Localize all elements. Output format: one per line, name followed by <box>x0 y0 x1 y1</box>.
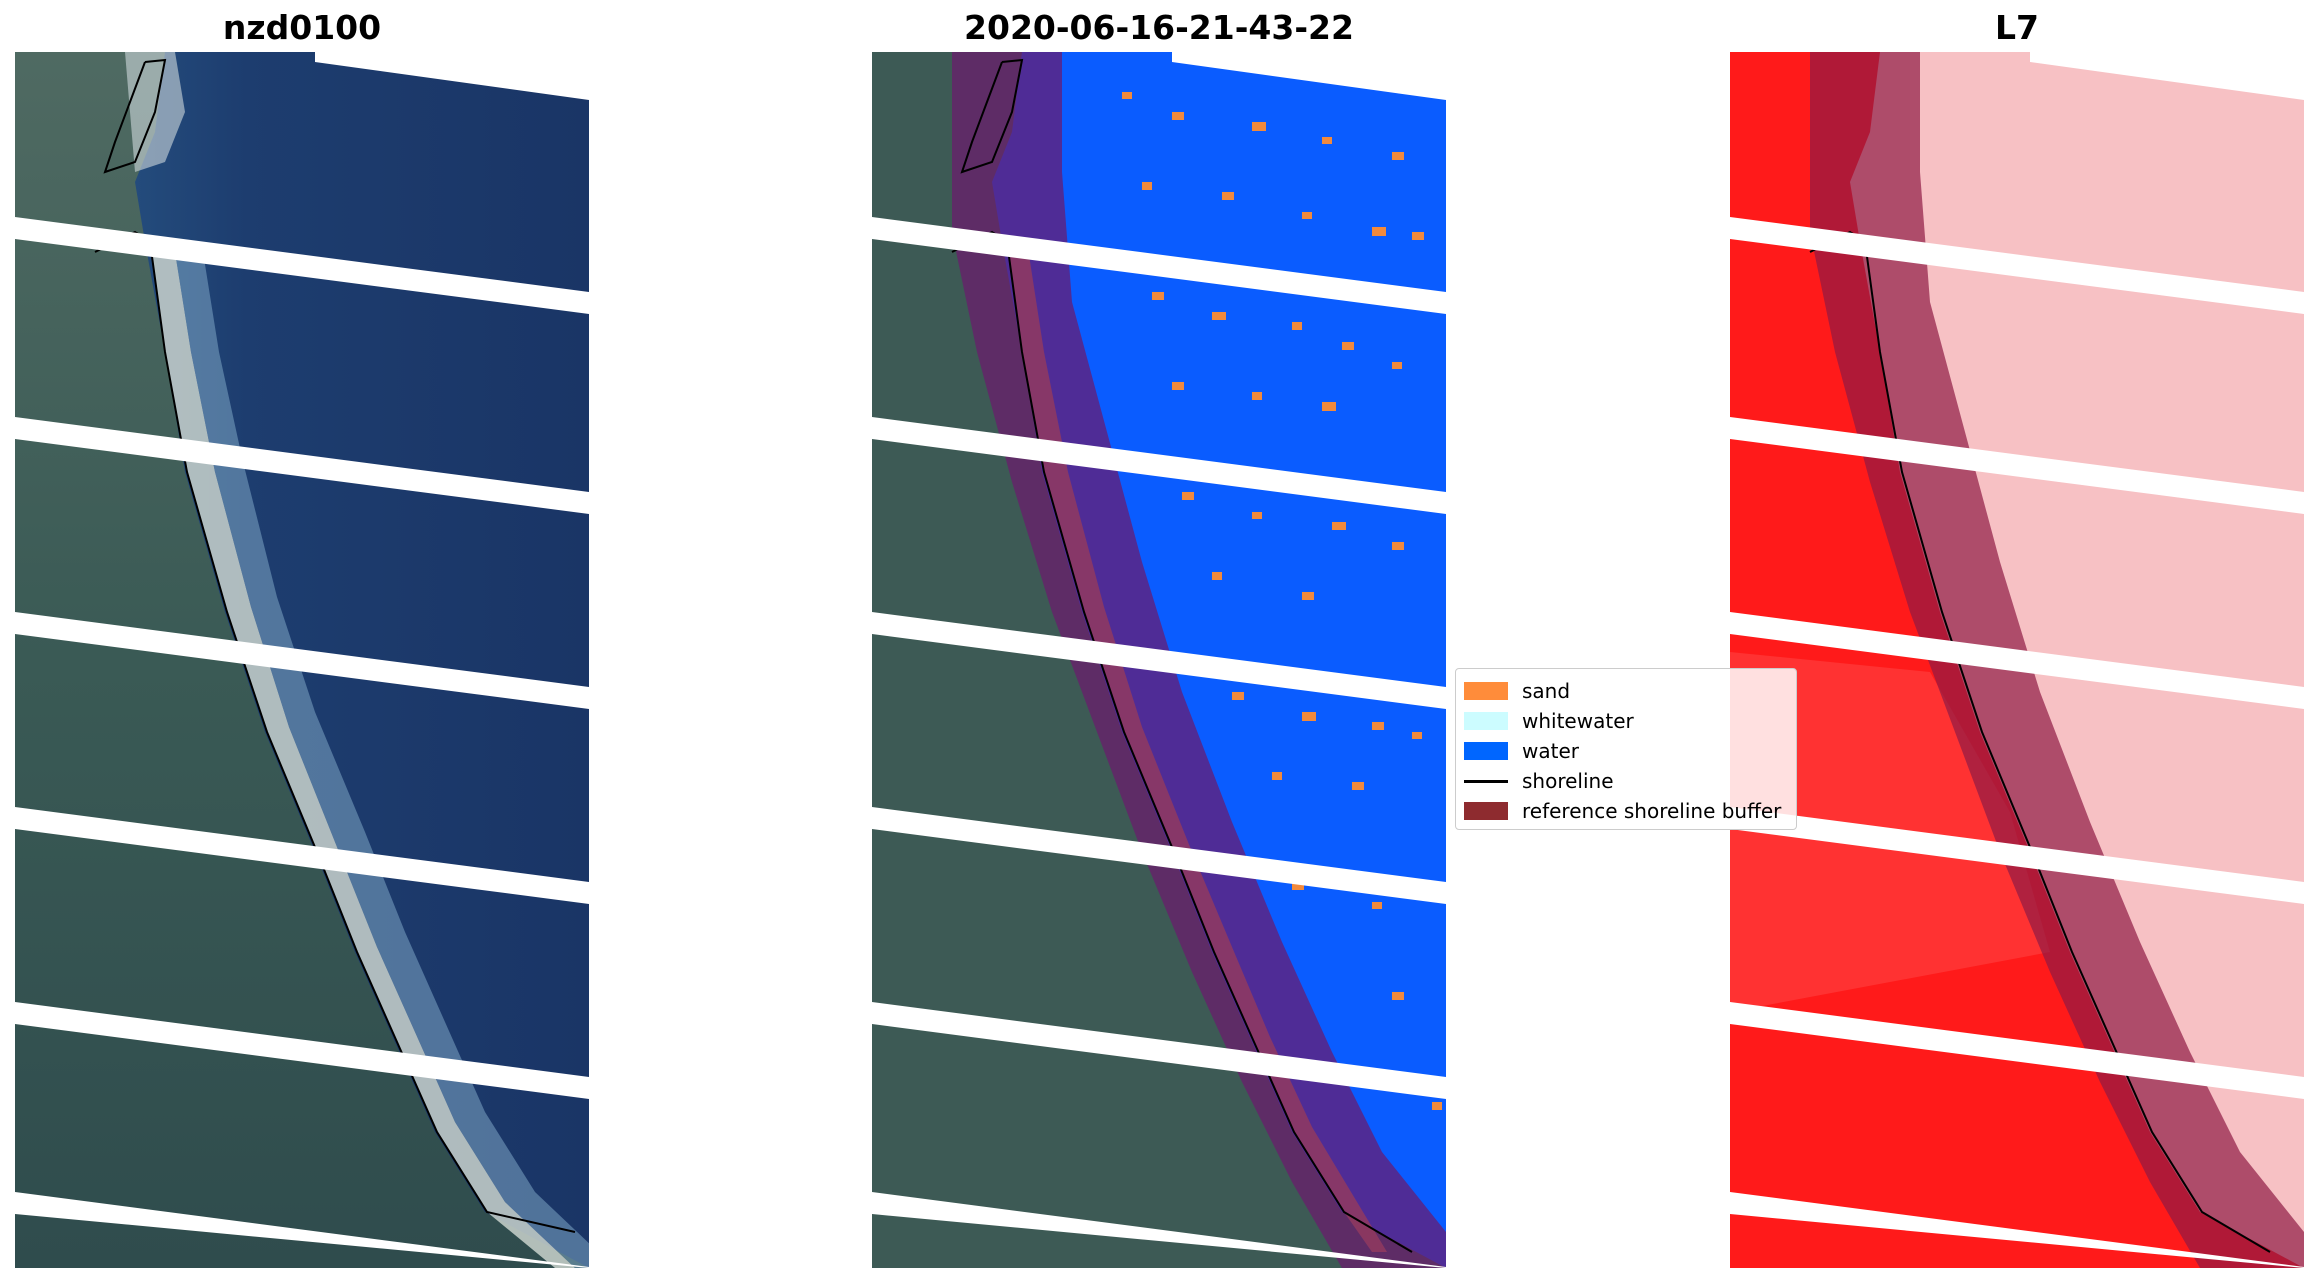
legend-swatch-water <box>1464 742 1508 760</box>
index-image <box>1730 52 2304 1268</box>
panel-title-rgb: nzd0100 <box>222 8 382 47</box>
rgb-image <box>15 52 589 1268</box>
classification-panel <box>872 52 1446 1268</box>
panel-title-classification: 2020-06-16-21-43-22 <box>964 8 1354 47</box>
panel-title-index: L7 <box>1995 8 2039 47</box>
legend: sand whitewater water shoreline referenc… <box>1455 668 1797 830</box>
rgb-image-panel <box>15 52 589 1268</box>
legend-swatch-sand <box>1464 682 1508 700</box>
legend-swatch-whitewater <box>1464 712 1508 730</box>
legend-label-whitewater: whitewater <box>1522 709 1634 733</box>
legend-label-sand: sand <box>1522 679 1571 703</box>
legend-label-shoreline: shoreline <box>1522 769 1614 793</box>
legend-label-water: water <box>1522 739 1579 763</box>
legend-label-buffer: reference shoreline buffer <box>1522 799 1782 823</box>
legend-line-shoreline <box>1464 779 1508 783</box>
index-panel <box>1730 52 2304 1268</box>
legend-swatch-buffer <box>1464 802 1508 820</box>
classification-image <box>872 52 1446 1268</box>
